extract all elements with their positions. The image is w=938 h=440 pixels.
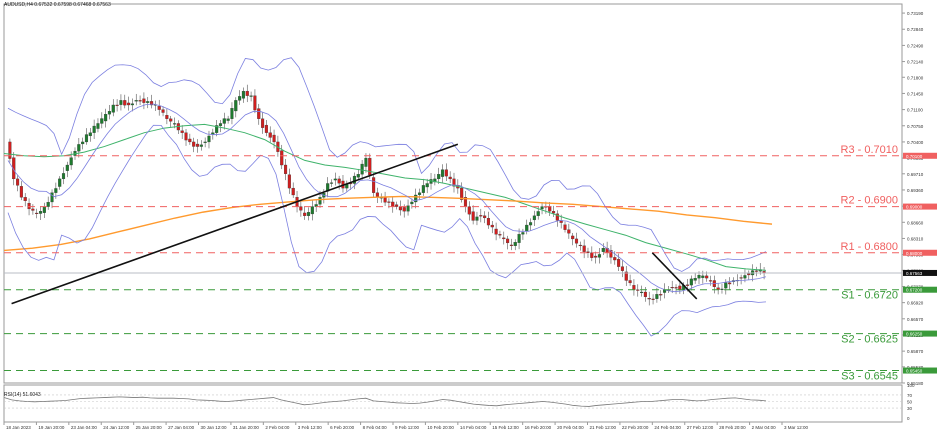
svg-text:0.65450: 0.65450	[906, 369, 923, 374]
level-s1-label: S1 - 0.6720	[841, 290, 898, 302]
level-s3-price-tag	[903, 367, 937, 374]
rsi-title: RSI(14) 51.6043	[4, 392, 41, 398]
y-tick-label: 0.69710	[907, 172, 924, 177]
level-s3-label: S3 - 0.6545	[841, 371, 898, 383]
x-tick-label: 27 Feb 12:00	[687, 425, 714, 430]
rsi-plot-border	[3, 384, 903, 423]
x-tick-label: 20 Feb 04:00	[557, 425, 584, 430]
x-tick-label: 31 Jan 20:00	[233, 425, 260, 430]
y-tick-label: 0.73190	[907, 11, 924, 16]
level-r1-price-tag	[903, 249, 937, 256]
symbol-header: AUDUSD,H4 0.67532 0.67598 0.67468 0.6756…	[4, 2, 111, 8]
y-tick-label: 0.72840	[907, 27, 924, 32]
svg-text:0.69000: 0.69000	[906, 205, 923, 210]
bollinger-lower	[7, 124, 767, 337]
y-tick-label: 0.70750	[907, 124, 924, 129]
x-tick-label: 8 Feb 04:00	[363, 425, 388, 430]
rsi-tick-label: 100	[907, 383, 915, 388]
x-tick-label: 24 Feb 04:00	[654, 425, 681, 430]
y-tick-label: 0.65530	[907, 365, 924, 370]
svg-text:0.67563: 0.67563	[906, 271, 923, 276]
x-tick-label: 10 Feb 20:00	[427, 425, 454, 430]
level-r2-price-tag	[903, 203, 937, 210]
y-tick-label: 0.72490	[907, 43, 924, 48]
x-tick-label: 25 Jan 20:00	[136, 425, 163, 430]
trendline-2[interactable]	[651, 252, 698, 300]
bollinger-upper	[7, 57, 767, 272]
x-tick-label: 9 Feb 12:00	[395, 425, 420, 430]
level-s2-label: S2 - 0.6625	[841, 334, 898, 346]
x-tick-label: 3 Feb 12:00	[298, 425, 323, 430]
rsi-tick-label: 70	[907, 393, 913, 398]
x-tick-label: 18 Jan 2023	[6, 425, 31, 430]
rsi-tick-label: 50	[907, 400, 913, 405]
main-plot-border	[3, 3, 903, 384]
y-tick-label: 0.65180	[907, 381, 924, 386]
rsi-tick-label: 0	[907, 416, 910, 421]
current-price-tag	[903, 269, 937, 276]
trendline-1[interactable]	[11, 143, 459, 305]
x-tick-label: 16 Feb 20:00	[525, 425, 552, 430]
x-tick-label: 14 Feb 04:00	[460, 425, 487, 430]
x-tick-label: 24 Jan 12:00	[103, 425, 130, 430]
x-tick-label: 6 Feb 20:00	[330, 425, 355, 430]
svg-text:0.68000: 0.68000	[906, 251, 923, 256]
level-s2-price-tag	[903, 330, 937, 337]
y-tick-label: 0.66920	[907, 301, 924, 306]
y-tick-label: 0.68310	[907, 236, 924, 241]
x-tick-label: 2 Mar 04:00	[752, 425, 777, 430]
svg-text:0.66250: 0.66250	[906, 332, 923, 337]
x-tick-label: 23 Jan 04:00	[71, 425, 98, 430]
rsi-line	[3, 396, 767, 407]
level-r3-price-tag	[903, 152, 937, 159]
x-tick-label: 19 Jan 20:00	[38, 425, 65, 430]
x-tick-label: 2 Feb 04:00	[265, 425, 290, 430]
svg-text:0.67200: 0.67200	[906, 288, 923, 293]
x-tick-label: 21 Feb 12:00	[590, 425, 617, 430]
ma50-line	[3, 123, 767, 271]
y-tick-label: 0.68660	[907, 220, 924, 225]
y-tick-label: 0.66570	[907, 317, 924, 322]
y-tick-label: 0.71100	[907, 108, 923, 113]
y-tick-label: 0.65870	[907, 349, 924, 354]
ma200-line	[3, 195, 773, 252]
y-tick-label: 0.71800	[907, 75, 924, 80]
rsi-tick-label: 30	[907, 406, 913, 411]
level-r2-label: R2 - 0.6900	[841, 195, 898, 207]
x-tick-label: 22 Feb 20:00	[622, 425, 649, 430]
x-tick-label: 30 Jan 12:00	[201, 425, 228, 430]
x-tick-label: 28 Feb 20:00	[719, 425, 746, 430]
x-tick-label: 15 Feb 12:00	[492, 425, 519, 430]
x-tick-label: 3 Mar 12:00	[784, 425, 809, 430]
level-r3-label: R3 - 0.7010	[841, 144, 898, 156]
y-tick-label: 0.71450	[907, 91, 924, 96]
svg-text:0.70100: 0.70100	[906, 154, 923, 159]
x-tick-label: 27 Jan 04:00	[168, 425, 195, 430]
y-tick-label: 0.72140	[907, 60, 924, 65]
y-tick-label: 0.70400	[907, 140, 924, 145]
level-s1-price-tag	[903, 286, 937, 293]
y-tick-label: 0.69360	[907, 188, 924, 193]
level-r1-label: R1 - 0.6800	[841, 241, 898, 253]
